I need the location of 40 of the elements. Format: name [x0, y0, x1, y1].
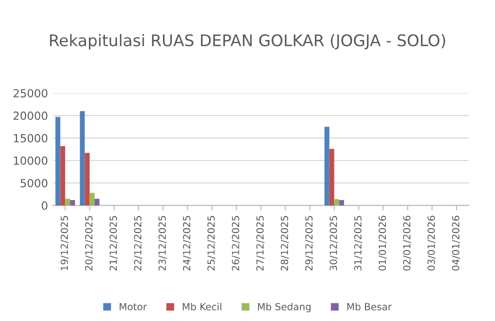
x-tick-label: 23/12/2025 [158, 216, 167, 270]
y-tick-label: 5000 [20, 178, 48, 188]
bar [55, 116, 60, 206]
y-tick-label: 0 [42, 201, 48, 210]
legend-label: Mb Besar [347, 302, 392, 310]
bar [70, 200, 75, 206]
bar [324, 126, 330, 206]
x-tick-label: 25/12/2025 [207, 216, 216, 270]
legend-label: Mb Sedang [258, 302, 311, 312]
bar [90, 192, 95, 206]
x-tick-label: 27/12/2025 [256, 216, 264, 270]
x-tick-label: 21/12/2025 [110, 216, 118, 270]
x-tick-label: 26/12/2025 [232, 216, 240, 270]
bar [334, 199, 340, 206]
x-tick-label: 03/01/2026 [428, 216, 436, 271]
y-tick-label: 10000 [14, 156, 48, 165]
x-tick-label: 01/01/2026 [378, 216, 387, 271]
bar [65, 198, 70, 206]
bar [84, 152, 90, 206]
x-tick-label: 19/12/2025 [60, 216, 69, 270]
x-tick-label: 29/12/2025 [305, 216, 314, 270]
bar [329, 148, 334, 206]
x-tick-label: 30/12/2025 [330, 216, 338, 270]
y-tick-label: 15000 [14, 134, 48, 142]
bar [94, 198, 100, 206]
bar [339, 200, 344, 206]
x-tick-label: 20/12/2025 [85, 216, 94, 270]
y-tick-label: 25000 [14, 89, 48, 98]
x-tick-label: 28/12/2025 [280, 216, 289, 270]
legend-label: Motor [120, 303, 147, 310]
chart-title: Rekapitulasi RUAS DEPAN GOLKAR (JOGJA - SOLO) [50, 34, 446, 50]
bar [80, 111, 85, 206]
bar [60, 146, 66, 206]
x-tick-label: 04/01/2026 [452, 216, 460, 271]
x-tick-label: 02/01/2026 [403, 216, 412, 271]
legend-label: Mb Kecil [182, 302, 222, 310]
y-tick-label: 20000 [14, 112, 48, 120]
x-tick-label: 24/12/2025 [182, 216, 192, 270]
x-tick-label: 31/12/2025 [354, 216, 362, 270]
x-tick-label: 22/12/2025 [134, 216, 142, 270]
